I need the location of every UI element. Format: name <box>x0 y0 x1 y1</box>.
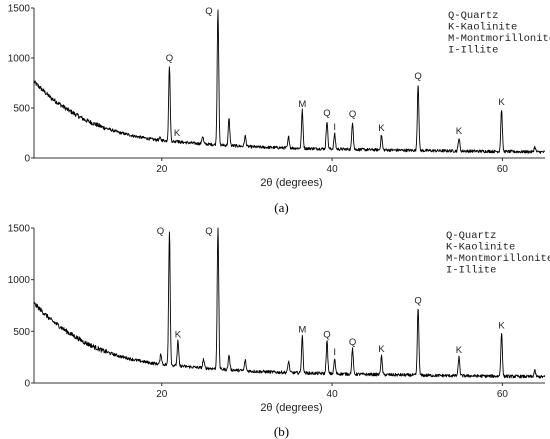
x-axis-label: 2θ (degrees) <box>260 177 322 189</box>
peak-label-Q: Q <box>414 71 421 82</box>
peak-label-Q: Q <box>166 53 173 64</box>
peak-label-K: K <box>456 126 463 137</box>
legend-entry: K-Kaolinite <box>448 22 517 34</box>
peak-label-K: K <box>175 330 182 341</box>
peak-label-K: K <box>498 320 505 331</box>
y-tick-label: 0 <box>24 379 30 390</box>
y-tick-label: 500 <box>13 327 30 338</box>
y-tick-label: 1000 <box>8 275 31 286</box>
peak-label-I: I <box>333 347 336 358</box>
diffraction-trace <box>33 9 546 154</box>
peak-label-K: K <box>498 97 505 108</box>
peak-label-I: I <box>333 122 336 133</box>
x-tick-label: 20 <box>156 389 168 400</box>
x-tick-label: 20 <box>156 164 168 175</box>
y-tick-label: 1500 <box>8 4 31 15</box>
x-tick-label: 40 <box>327 164 339 175</box>
legend-entry: M-Montmorillonite <box>446 253 550 265</box>
legend-entry: I-Illite <box>446 265 496 277</box>
x-tick-label: 60 <box>497 164 509 175</box>
y-tick-label: 0 <box>24 154 30 165</box>
peak-label-K: K <box>174 128 181 139</box>
legend-entry: Q-Quartz <box>448 10 498 22</box>
x-tick-label: 40 <box>327 389 339 400</box>
x-tick-label: 60 <box>497 389 509 400</box>
peak-label-K: K <box>378 344 385 355</box>
peak-label-Q: Q <box>157 226 164 237</box>
x-axis-label: 2θ (degrees) <box>260 402 322 414</box>
diffraction-trace <box>33 227 546 379</box>
peak-label-K: K <box>378 123 385 134</box>
y-tick-label: 500 <box>13 104 30 115</box>
peak-label-M: M <box>298 99 306 110</box>
legend-entry: K-Kaolinite <box>446 242 515 254</box>
peak-label-M: M <box>298 325 306 336</box>
peak-label-Q: Q <box>349 109 356 120</box>
peak-label-Q: Q <box>414 296 421 307</box>
legend-entry: M-Montmorillonite <box>448 33 550 45</box>
panel-label: (b) <box>274 424 289 439</box>
peak-label-K: K <box>456 345 463 356</box>
peak-label-Q: Q <box>205 226 212 237</box>
peak-label-Q: Q <box>349 337 356 348</box>
panel-label: (a) <box>274 200 288 215</box>
legend-entry: I-Illite <box>448 45 498 57</box>
peak-label-Q: Q <box>323 330 330 341</box>
legend-entry: Q-Quartz <box>446 230 496 242</box>
peak-label-Q: Q <box>323 108 330 119</box>
peak-label-Q: Q <box>205 6 212 17</box>
y-tick-label: 1500 <box>8 224 31 235</box>
y-tick-label: 1000 <box>8 54 31 65</box>
